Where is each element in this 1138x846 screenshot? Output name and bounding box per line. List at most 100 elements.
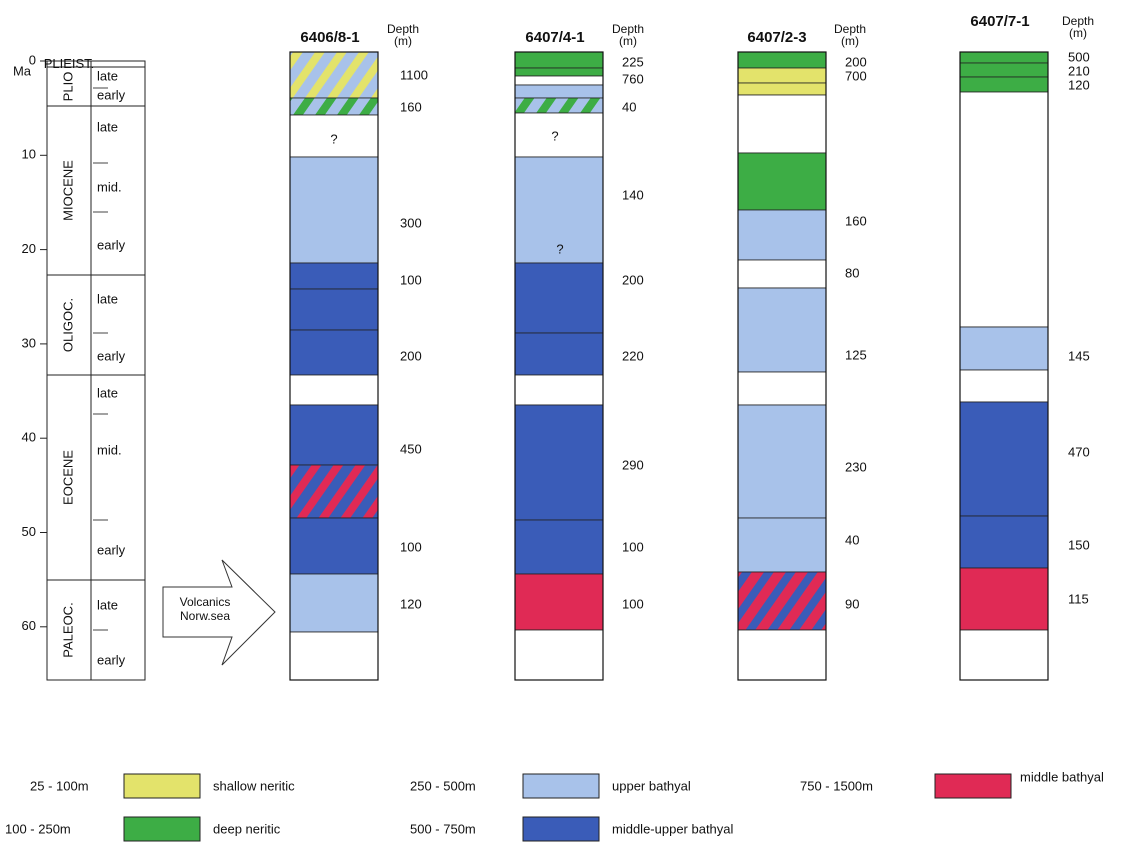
well-column (514, 51, 604, 681)
legend-label: shallow neritic (213, 778, 295, 793)
facies-interval (737, 404, 827, 519)
tick-label: 0 (29, 52, 36, 67)
stage-label: late (97, 68, 118, 83)
depth-value: 100 (400, 539, 422, 554)
depth-value: 40 (622, 99, 636, 114)
legend-range: 750 - 1500m (800, 778, 873, 793)
legend-range: 25 - 100m (30, 778, 89, 793)
facies-interval (737, 517, 827, 573)
facies-interval (959, 401, 1049, 517)
depth-value: 125 (845, 347, 867, 362)
stage-label: early (97, 87, 126, 102)
depth-value: 290 (622, 457, 644, 472)
stage-label: late (97, 119, 118, 134)
facies-interval (737, 82, 827, 96)
facies-interval (514, 75, 604, 86)
well-column (959, 51, 1049, 681)
epoch-label: EOCENE (60, 450, 75, 505)
depth-header: (m) (841, 34, 859, 48)
facies-interval (737, 629, 827, 681)
stage-label: mid. (97, 179, 122, 194)
facies-interval (514, 84, 604, 99)
depth-header: Depth (387, 22, 419, 36)
depth-value: 160 (400, 99, 422, 114)
depth-value: 210 (1068, 63, 1090, 78)
depth-value: 90 (845, 596, 859, 611)
legend-swatch (522, 816, 600, 842)
facies-interval (289, 97, 379, 116)
unit-label: Ma (13, 63, 32, 78)
legend-label: deep neritic (213, 821, 281, 836)
facies-interval (514, 97, 604, 114)
facies-interval (289, 51, 379, 99)
facies-interval (514, 629, 604, 681)
facies-interval (289, 288, 379, 331)
stage-label: early (97, 348, 126, 363)
facies-interval (737, 287, 827, 373)
facies-interval (959, 515, 1049, 569)
stage-label: early (97, 542, 126, 557)
facies-interval (959, 51, 1049, 64)
annotation: Norw.sea (180, 609, 230, 623)
depth-value: 1100 (400, 67, 428, 82)
legend-label: middle bathyal (1020, 769, 1104, 784)
well-column (737, 51, 827, 681)
facies-interval (289, 404, 379, 466)
legend-swatch (934, 773, 1012, 799)
legend-swatch (123, 816, 201, 842)
facies-interval (959, 629, 1049, 681)
epoch-label: OLIGOC. (60, 298, 75, 352)
legend-label: upper bathyal (612, 778, 691, 793)
tick-label: 10 (22, 147, 36, 162)
facies-interval (737, 152, 827, 211)
well-column (289, 51, 379, 681)
facies-interval (514, 404, 604, 521)
unknown-marker: ? (556, 241, 563, 256)
legend-range: 250 - 500m (410, 778, 476, 793)
facies-interval (737, 371, 827, 406)
depth-header: (m) (394, 34, 412, 48)
depth-value: 120 (400, 596, 422, 611)
facies-interval (959, 369, 1049, 403)
legend-label: middle-upper bathyal (612, 821, 734, 836)
depth-value: 115 (1068, 591, 1089, 606)
facies-interval (514, 519, 604, 575)
facies-interval (514, 262, 604, 334)
facies-interval (737, 571, 827, 631)
facies-interval (737, 209, 827, 261)
depth-value: 140 (622, 187, 644, 202)
depth-header: Depth (1062, 14, 1094, 28)
depth-value: 200 (845, 54, 867, 69)
unknown-marker: ? (330, 131, 337, 146)
well-name: 6407/4-1 (525, 29, 584, 46)
facies-interval (514, 374, 604, 406)
depth-header: Depth (834, 22, 866, 36)
depth-value: 200 (400, 348, 422, 363)
depth-value: 100 (400, 272, 422, 287)
depth-value: 500 (1068, 49, 1090, 64)
stage-label: late (97, 291, 118, 306)
depth-header: (m) (1069, 26, 1087, 40)
facies-interval (514, 112, 604, 158)
facies-interval (514, 67, 604, 77)
facies-interval (737, 94, 827, 154)
depth-value: 470 (1068, 444, 1090, 459)
tick-label: 50 (22, 524, 36, 539)
legend-swatch (522, 773, 600, 799)
depth-value: 100 (622, 539, 644, 554)
facies-interval (289, 464, 379, 519)
depth-header: (m) (619, 34, 637, 48)
facies-interval (289, 329, 379, 376)
epoch-label: PLIEIST. (44, 56, 95, 71)
depth-value: 150 (1068, 537, 1090, 552)
stage-label: early (97, 237, 126, 252)
facies-interval (289, 631, 379, 681)
epoch-label: PLIO (60, 72, 75, 102)
facies-interval (737, 259, 827, 289)
facies-interval (959, 62, 1049, 78)
depth-value: 160 (845, 213, 867, 228)
depth-value: 220 (622, 348, 644, 363)
epoch-label: PALEOC. (60, 602, 75, 657)
facies-interval (289, 573, 379, 633)
